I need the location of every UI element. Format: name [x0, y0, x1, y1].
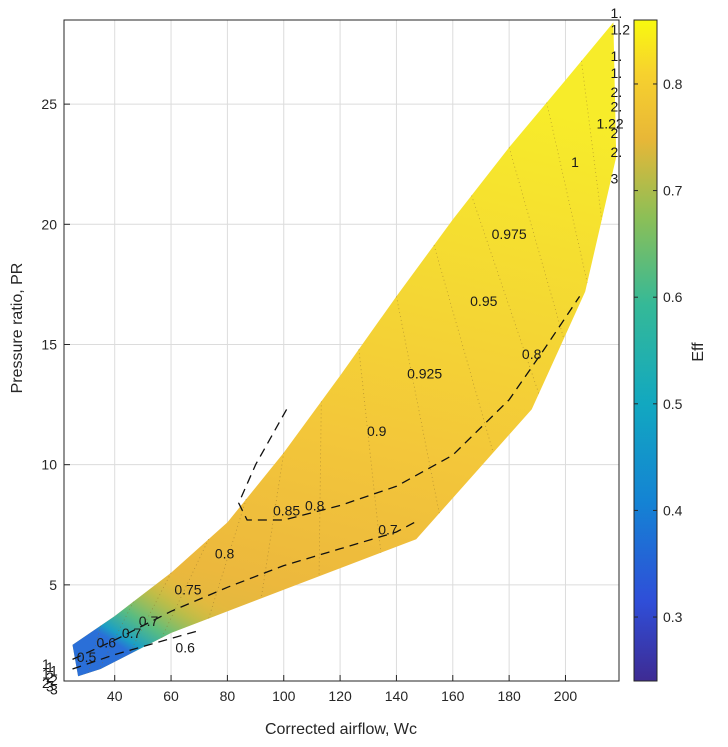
- contour-label: 0.75: [174, 582, 201, 598]
- contour-label: 0.9: [367, 423, 387, 439]
- speed-line: [98, 601, 134, 670]
- contour-label: 0.925: [407, 365, 442, 381]
- contour-label: 0.6: [97, 635, 117, 651]
- speed-line: [88, 625, 102, 673]
- speed-line: [581, 60, 603, 220]
- y-tick-label: 15: [41, 336, 57, 352]
- speed-line-label: 1.22: [596, 115, 623, 131]
- y-tick-label: 25: [41, 96, 57, 112]
- contour-label: 0.8: [305, 498, 325, 514]
- colorbar-tick-label: 0.5: [663, 396, 683, 412]
- contour-line-2: [72, 629, 200, 670]
- speed-line-label: 2.: [611, 99, 623, 115]
- x-tick-label: 120: [328, 688, 352, 704]
- speed-line: [471, 195, 540, 394]
- x-axis-ticks: 40 60 80 100 120 140 160 180 200: [107, 675, 577, 704]
- speed-line-label: 1: [571, 154, 579, 170]
- x-tick-label: 60: [163, 688, 179, 704]
- contour-label: 0.95: [470, 293, 497, 309]
- x-tick-label: 160: [441, 688, 465, 704]
- speed-line: [208, 499, 247, 619]
- colorbar-label: Eff: [690, 342, 707, 362]
- colorbar-tick-label: 0.4: [663, 502, 683, 518]
- low-speed-label: 2: [50, 672, 58, 688]
- contour-line-0: [237, 296, 581, 521]
- x-tick-label: 200: [554, 688, 578, 704]
- low-speed-label: 3: [46, 678, 54, 694]
- low-speed-label: 2: [46, 669, 54, 685]
- contour-label: 0.8: [215, 546, 235, 562]
- plot-frame: [63, 19, 620, 682]
- contour-label: 0.5: [77, 649, 97, 665]
- x-tick-label: 40: [107, 688, 123, 704]
- y-tick-label: 20: [41, 216, 57, 232]
- low-speed-label: 1: [50, 662, 58, 678]
- colorbar-tick-label: 0.6: [663, 289, 683, 305]
- speed-line: [260, 452, 285, 599]
- speed-line-label: 2.: [611, 84, 623, 100]
- contour-label: 0.7: [139, 613, 159, 629]
- y-tick-label: 10: [41, 457, 57, 473]
- low-speed-label: 3: [50, 682, 58, 698]
- x-axis-label: Corrected airflow, Wc: [265, 721, 417, 738]
- speed-line-label: 1.: [611, 48, 623, 64]
- colorbar-tick-label: 0.7: [663, 183, 683, 199]
- efficiency-surface: [72, 22, 617, 677]
- contour-label: 0.975: [492, 226, 527, 242]
- x-tick-label: 100: [272, 688, 296, 704]
- speed-line-label: 1.: [611, 65, 623, 81]
- contour-label: 0.85: [273, 502, 300, 518]
- speed-line: [396, 296, 440, 514]
- contour-label: 0.7: [122, 625, 142, 641]
- contour-lines: [72, 296, 581, 670]
- contour-label: 0.7: [378, 522, 398, 538]
- speed-line-label: 2.: [611, 144, 623, 160]
- colorbar-tick-label: 0.8: [663, 76, 683, 92]
- speed-line-label: 1.: [611, 5, 623, 21]
- contour-label: 0.6: [175, 639, 195, 655]
- contour-label: 0.8: [522, 346, 542, 362]
- low-speed-label: 2: [42, 675, 50, 691]
- colorbar-ticks: 0.3 0.4 0.5 0.6 0.7 0.8: [634, 76, 683, 625]
- x-tick-label: 80: [220, 688, 236, 704]
- low-speed-label: 1: [42, 666, 50, 682]
- speed-line: [546, 102, 588, 283]
- speed-line: [128, 572, 172, 655]
- speed-line-label: 2: [611, 125, 619, 141]
- y-axis-label: Pressure ratio, PR: [9, 263, 26, 394]
- y-axis-ticks: 5 10 15 20 25: [41, 96, 70, 593]
- x-tick-label: 140: [385, 688, 409, 704]
- x-tick-label: 180: [497, 688, 521, 704]
- colorbar: [633, 19, 658, 682]
- speed-line-label: 3: [611, 171, 619, 187]
- speed-line-label: 1.2: [611, 22, 631, 38]
- colorbar-tick-label: 0.3: [663, 609, 683, 625]
- contour-line-1: [72, 519, 420, 660]
- low-speed-label: 1: [46, 659, 54, 675]
- low-efficiency-shading: [72, 22, 617, 677]
- y-tick-label: 5: [49, 577, 57, 593]
- low-speed-label: 1: [42, 656, 50, 672]
